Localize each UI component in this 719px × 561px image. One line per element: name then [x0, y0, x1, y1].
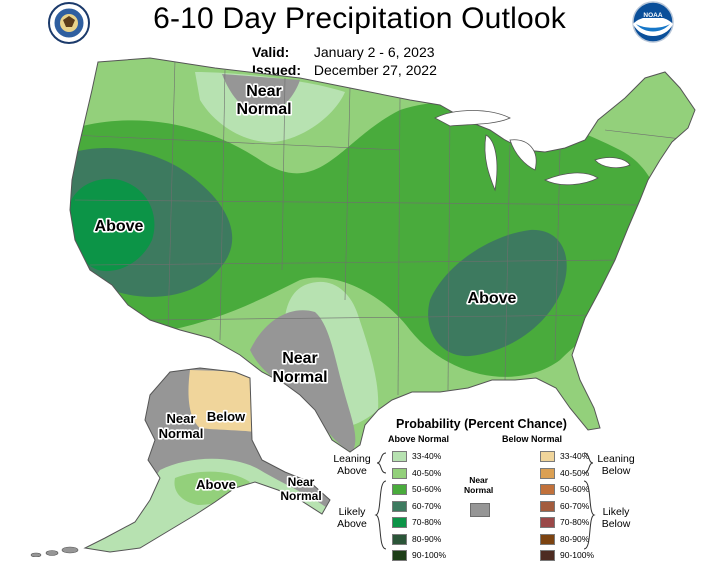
label-ak-below: Below — [207, 409, 246, 424]
great-lakes — [434, 110, 631, 192]
label-above-southeast: Above — [468, 290, 517, 307]
leaning-above-line2: Above — [337, 465, 367, 477]
legend-leaning-above: Leaning Above — [330, 453, 374, 477]
legend-above-swatch-4 — [392, 517, 407, 528]
legend-above-label-1: 40-50% — [412, 467, 442, 478]
alaska-outline — [83, 367, 331, 553]
state-borders — [70, 59, 691, 396]
legend-below-label-2: 50-60% — [560, 484, 590, 494]
legend-above-swatch-3 — [392, 500, 407, 512]
label-ak-near-1: Near — [167, 411, 196, 426]
legend-near-normal-label: Near Normal — [464, 475, 493, 495]
legend-above-label-2: 50-60% — [412, 484, 442, 494]
legend-below-swatch-1 — [540, 467, 555, 479]
label-near-north-2: Normal — [236, 101, 291, 118]
label-near-sw-2: Normal — [272, 369, 327, 386]
legend-brace-left — [374, 452, 387, 550]
page-title: 6-10 Day Precipitation Outlook — [153, 2, 566, 35]
label-above-west: Above — [95, 218, 144, 235]
legend-above-label-0: 33-40% — [412, 451, 442, 461]
legend-likely-above: Likely Above — [330, 506, 374, 530]
label-aleutian-near-2: Normal — [280, 489, 321, 503]
doc-seal-icon — [48, 2, 90, 44]
legend-below-swatch-5 — [540, 533, 555, 545]
zone-near-normal-north — [222, 74, 300, 115]
legend-below-swatch-4 — [540, 517, 555, 528]
legend-title: Probability (Percent Chance) — [396, 417, 567, 431]
leaning-below-line1: Leaning — [597, 453, 635, 465]
label-ak-above: Above — [196, 477, 236, 492]
legend-above-swatch-2 — [392, 484, 407, 495]
near-normal-line2: Normal — [464, 485, 494, 495]
ak-zone-below-33-40 — [188, 370, 255, 432]
label-near-north-1: Near — [246, 83, 282, 100]
legend-below-label-0: 33-40% — [560, 451, 590, 461]
zone-near-normal-southwest — [250, 310, 356, 452]
valid-value: January 2 - 6, 2023 — [313, 44, 435, 60]
likely-above-line2: Above — [337, 518, 367, 530]
legend-below-label-5: 80-90% — [560, 533, 590, 544]
issued-date: Issued: December 27, 2022 — [252, 62, 437, 78]
legend-leaning-below: Leaning Below — [592, 453, 640, 477]
valid-label: Valid: — [252, 44, 290, 60]
legend-above-label-6: 90-100% — [412, 550, 447, 560]
legend-below-label-3: 60-70% — [560, 500, 590, 511]
legend-below-swatch-3 — [540, 500, 555, 512]
legend-brace-right — [583, 452, 596, 550]
valid-date: Valid: January 2 - 6, 2023 — [252, 44, 435, 60]
legend-below-label-1: 40-50% — [560, 467, 590, 478]
legend-above-header: Above Normal — [388, 434, 450, 444]
legend-below-header: Below Normal — [502, 434, 563, 444]
legend-below-swatch-0 — [540, 451, 555, 462]
near-normal-line1: Near — [469, 475, 489, 485]
legend-above-swatch-6 — [392, 550, 407, 561]
label-aleutian-near-1: Near — [288, 475, 315, 489]
likely-above-line1: Likely — [338, 506, 366, 518]
label-ak-near-2: Normal — [159, 426, 204, 441]
zone-70-80-west — [70, 178, 155, 272]
legend-near-normal-swatch — [470, 503, 490, 517]
likely-below-line1: Likely — [602, 506, 630, 518]
legend-above-label-5: 80-90% — [412, 533, 442, 544]
legend-above-label-4: 70-80% — [412, 517, 442, 527]
label-near-sw-1: Near — [282, 350, 318, 367]
aleutian-islands — [30, 546, 79, 557]
legend-below-label-6: 90-100% — [560, 550, 595, 560]
legend-above-swatch-0 — [392, 451, 407, 462]
issued-value: December 27, 2022 — [313, 62, 437, 78]
legend: Probability (Percent Chance) Above Norma… — [330, 415, 710, 561]
legend-below-swatch-6 — [540, 550, 555, 561]
legend-below-label-4: 70-80% — [560, 517, 590, 527]
noaa-logo-icon: NOAA — [632, 1, 674, 43]
legend-above-swatch-5 — [392, 533, 407, 545]
legend-likely-below: Likely Below — [592, 506, 640, 530]
legend-above-label-3: 60-70% — [412, 500, 442, 511]
leaning-above-line1: Leaning — [333, 453, 371, 465]
svg-text:NOAA: NOAA — [643, 12, 662, 19]
legend-below-swatch-2 — [540, 484, 555, 495]
legend-above-swatch-1 — [392, 467, 407, 479]
conus-zones — [70, 58, 695, 452]
likely-below-line2: Below — [601, 518, 631, 530]
leaning-below-line2: Below — [601, 465, 631, 477]
